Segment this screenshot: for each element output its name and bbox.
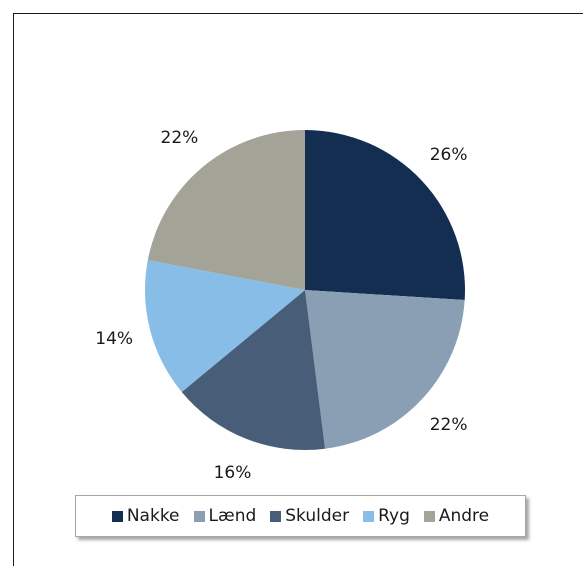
pie-labels: 26% 22% 16% 14% 22% (95, 128, 467, 483)
pie-slice-lænd (305, 290, 465, 449)
legend-item-ryg: Ryg (363, 506, 410, 526)
legend-swatch (111, 510, 123, 522)
pie-label-ryg: 14% (95, 329, 133, 349)
legend-swatch (193, 510, 205, 522)
pie-slice-skulder (181, 290, 326, 451)
pie-label-skulder: 16% (214, 463, 252, 483)
legend-swatch (270, 510, 282, 522)
legend-item-andre: Andre (423, 506, 490, 526)
legend-item-lænd: Lænd (193, 506, 257, 526)
legend-label: Lænd (208, 506, 257, 526)
pie-label-lænd: 22% (430, 415, 468, 435)
legend-swatch (423, 510, 435, 522)
legend-label: Ryg (378, 506, 410, 526)
legend-label: Skulder (285, 506, 350, 526)
pie-label-andre: 22% (161, 128, 199, 148)
chart-legend: Nakke Lænd Skulder Ryg Andre (75, 495, 526, 537)
pie-slices (144, 130, 465, 451)
pie-slice-ryg (144, 260, 305, 392)
pie-slice-andre (147, 130, 305, 290)
legend-label: Nakke (126, 506, 180, 526)
legend-item-nakke: Nakke (111, 506, 180, 526)
pie-slice-nakke (305, 130, 465, 301)
legend-label: Andre (438, 506, 490, 526)
legend-item-skulder: Skulder (270, 506, 349, 526)
legend-swatch (363, 510, 375, 522)
pie-label-nakke: 26% (430, 145, 468, 165)
